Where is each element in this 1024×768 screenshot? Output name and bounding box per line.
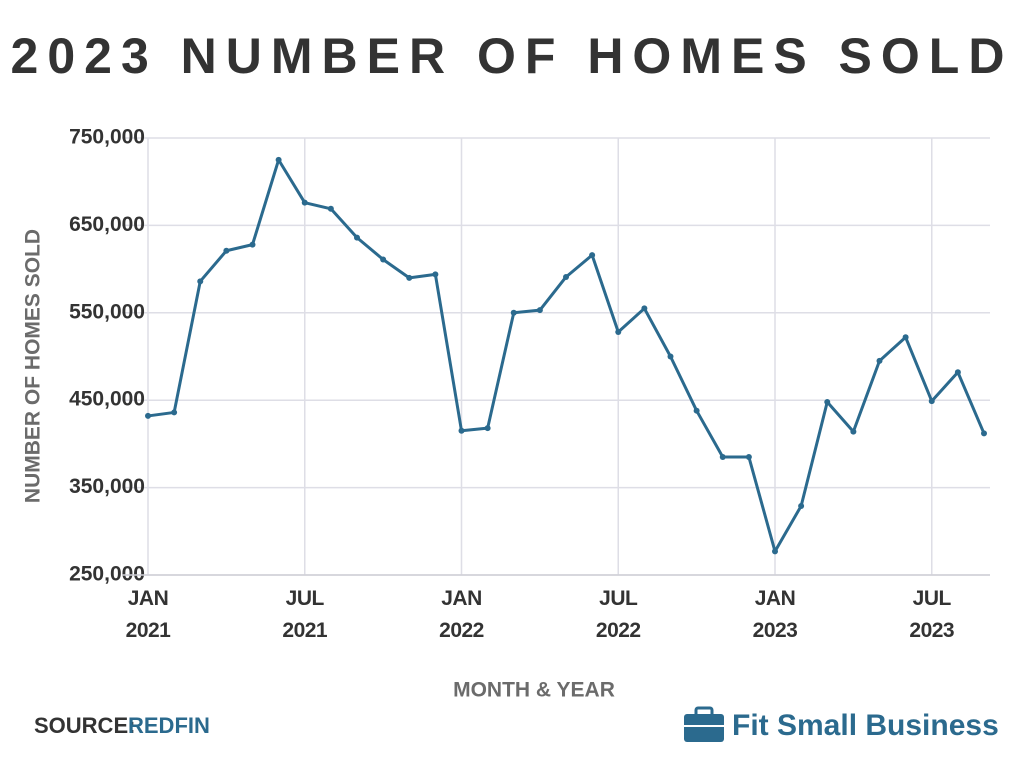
brand: Fit Small Business <box>732 709 999 742</box>
y-axis-label: NUMBER OF HOMES SOLD <box>22 229 45 503</box>
point <box>145 412 151 419</box>
point <box>380 256 387 263</box>
point <box>772 548 778 555</box>
point <box>301 199 308 206</box>
point <box>850 428 857 435</box>
point <box>589 252 596 259</box>
x-tick-label: JUL 2022 <box>595 587 641 642</box>
x-tick-label: JAN 2021 <box>125 587 171 642</box>
point <box>954 369 961 376</box>
point <box>719 454 726 461</box>
y-tick-label: 350,000 <box>69 475 145 498</box>
source-label: SOURCE: <box>34 713 135 738</box>
point <box>275 156 282 163</box>
y-tick-label: 550,000 <box>69 300 145 323</box>
y-tick-label: 450,000 <box>69 388 145 411</box>
x-tick-label: JUL 2023 <box>909 587 955 642</box>
point <box>171 409 178 416</box>
point <box>693 407 700 414</box>
x-tick-label: JUL 2021 <box>282 587 328 642</box>
point <box>536 307 543 314</box>
point <box>327 205 334 212</box>
line <box>147 158 986 553</box>
point <box>249 241 256 248</box>
x-axis-label: MONTH & YEAR <box>453 679 615 702</box>
y-tick-label: 250,000 <box>69 563 145 586</box>
point <box>563 273 569 280</box>
point <box>458 427 465 434</box>
point <box>484 425 491 432</box>
point <box>432 271 439 278</box>
point <box>197 278 204 285</box>
point <box>902 334 909 341</box>
point <box>510 309 517 316</box>
chart-title: 2023 NUMBER OF HOMES SOLD <box>11 28 1014 84</box>
logo-icon <box>684 706 724 742</box>
y-tick-label: 750,000 <box>69 126 145 149</box>
point <box>641 305 648 312</box>
point <box>876 357 883 364</box>
point <box>354 234 360 241</box>
point <box>223 247 230 254</box>
point <box>667 353 674 360</box>
source: REDFIN <box>128 713 210 738</box>
x-tick-label: JAN 2023 <box>752 587 798 642</box>
point <box>824 398 831 405</box>
point <box>798 502 805 509</box>
point <box>406 274 413 281</box>
point <box>981 430 987 437</box>
point <box>615 329 622 336</box>
x-tick-label: JAN 2022 <box>439 587 484 642</box>
point <box>928 398 935 405</box>
y-tick-label: 650,000 <box>69 213 145 236</box>
point <box>745 454 752 461</box>
